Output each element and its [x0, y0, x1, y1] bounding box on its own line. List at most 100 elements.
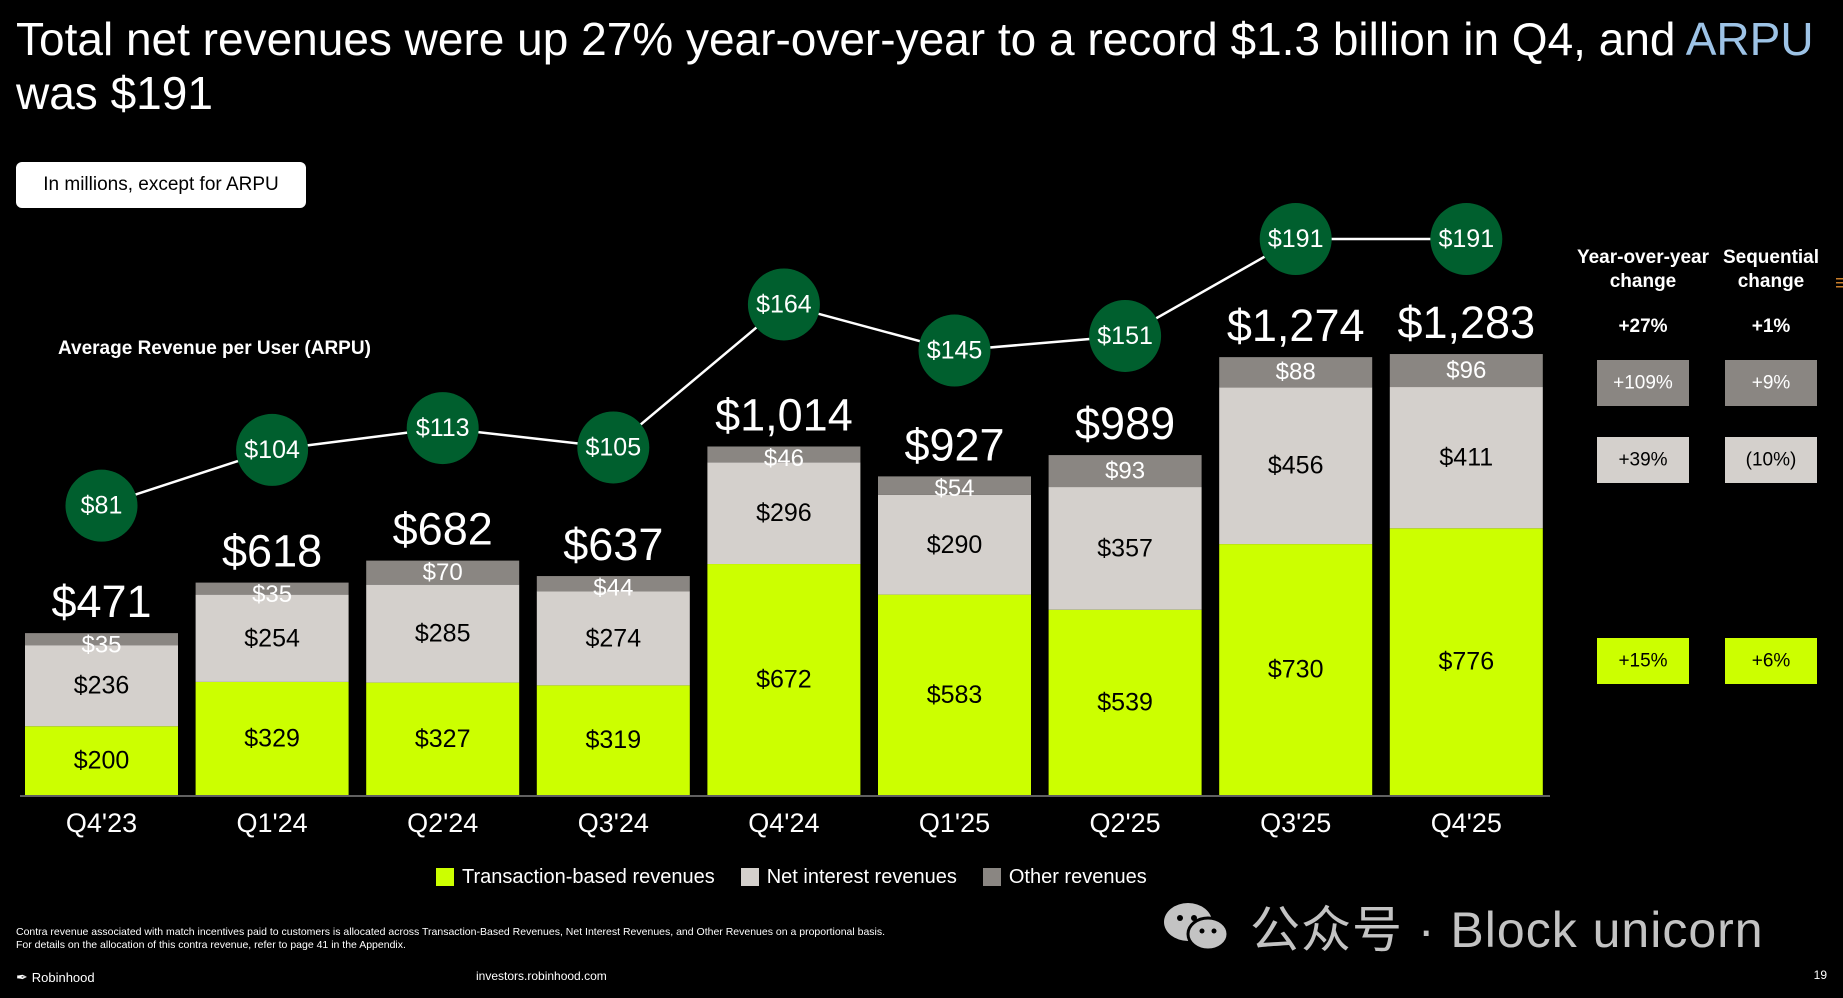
data-label-transaction: $672 — [756, 666, 812, 694]
bar-other — [1048, 455, 1202, 488]
footnote: Contra revenue associated with match inc… — [16, 926, 885, 952]
arpu-point — [918, 314, 991, 387]
bar-other — [366, 560, 520, 585]
bar-net_interest — [878, 494, 1031, 595]
data-label-other: $93 — [1105, 458, 1145, 485]
edge-marker-icon — [1836, 278, 1843, 288]
wechat-icon — [1164, 903, 1230, 952]
bar-transaction — [707, 564, 861, 795]
legend-swatch-net-interest — [740, 868, 759, 886]
bar-other — [25, 633, 178, 646]
x-tick-label: Q2'24 — [407, 808, 478, 838]
legend-item-other: Other revenues — [982, 865, 1147, 889]
chart-legend: Transaction-based revenues Net interest … — [436, 864, 1173, 890]
transaction-yoy-box — [1597, 638, 1689, 684]
arpu-label: $81 — [81, 492, 123, 520]
total-seq-change: +1% — [1752, 316, 1791, 337]
arpu-point — [747, 268, 820, 341]
feather-icon: ✒ — [16, 969, 28, 985]
net_interest-seq-box — [1725, 437, 1817, 483]
legend-item-net-interest: Net interest revenues — [740, 865, 957, 889]
yoy-header-line-2: change — [1610, 271, 1677, 292]
page-number: 19 — [1813, 968, 1827, 982]
total-label: $1,283 — [1397, 297, 1535, 348]
arpu-label: $191 — [1438, 225, 1494, 253]
legend-label-transaction: Transaction-based revenues — [462, 865, 715, 888]
arpu-label: $145 — [927, 337, 983, 365]
total-label: $989 — [1075, 398, 1175, 449]
data-label-net_interest: $274 — [585, 624, 641, 652]
other-yoy-change: +109% — [1613, 373, 1673, 394]
total-label: $1,274 — [1227, 300, 1365, 351]
x-tick-label: Q2'25 — [1089, 808, 1160, 838]
x-tick-label: Q4'23 — [66, 808, 137, 838]
x-tick-label: Q4'24 — [748, 808, 819, 838]
watermark-text: 公众号 · Block unicorn — [1250, 902, 1764, 958]
data-label-net_interest: $357 — [1097, 534, 1153, 562]
other-seq-change: +9% — [1752, 373, 1791, 394]
bar-other — [1219, 357, 1373, 388]
title-main: Total net revenues were up 27% year-over… — [16, 13, 1686, 65]
bar-transaction — [1219, 544, 1373, 795]
total-label: $618 — [222, 526, 322, 577]
data-label-transaction: $319 — [585, 726, 641, 754]
legend-label-other: Other revenues — [1008, 865, 1147, 888]
arpu-point — [1089, 299, 1162, 372]
net_interest-seq-change: (10%) — [1746, 450, 1797, 471]
seq-header-line-1: Sequential — [1723, 247, 1819, 268]
brand: ✒ Robinhood — [16, 969, 95, 986]
yoy-header-line-1: Year-over-year — [1577, 247, 1710, 268]
bar-other — [1389, 354, 1543, 388]
seq-header-line-2: change — [1738, 271, 1805, 292]
website-link[interactable]: investors.robinhood.com — [476, 969, 607, 983]
x-tick-label: Q1'24 — [236, 808, 307, 838]
bar-transaction — [366, 682, 520, 795]
transaction-seq-change: +6% — [1752, 651, 1791, 672]
data-label-transaction: $776 — [1438, 648, 1494, 676]
bar-net_interest — [1219, 387, 1373, 545]
bar-net_interest — [366, 584, 520, 683]
bar-other — [878, 476, 1031, 495]
arpu-point — [1430, 203, 1503, 276]
watermark: 公众号 · Block unicorn — [1160, 896, 1764, 958]
units-note: In millions, except for ARPU — [16, 162, 306, 208]
data-label-transaction: $730 — [1268, 656, 1324, 684]
other-seq-box — [1725, 360, 1817, 406]
legend-swatch-transaction — [436, 868, 454, 886]
brand-name: Robinhood — [31, 970, 95, 985]
data-label-net_interest: $456 — [1268, 452, 1324, 480]
arpu-label: $113 — [416, 414, 470, 442]
arpu-point — [577, 411, 650, 484]
data-label-other: $96 — [1446, 357, 1486, 384]
bar-net_interest — [25, 645, 178, 727]
data-label-net_interest: $290 — [927, 531, 983, 559]
total-label: $1,014 — [715, 389, 853, 440]
arpu-label: $105 — [585, 433, 641, 461]
data-label-other: $88 — [1276, 359, 1316, 386]
legend-label-net-interest: Net interest revenues — [766, 865, 957, 888]
other-yoy-box — [1597, 360, 1689, 406]
arpu-point — [1259, 203, 1332, 276]
bar-net_interest — [1389, 387, 1543, 529]
x-tick-label: Q3'25 — [1260, 808, 1331, 838]
data-label-other: $35 — [252, 581, 292, 608]
data-label-other: $54 — [934, 475, 974, 502]
arpu-axis-label: Average Revenue per User (ARPU) — [58, 338, 371, 359]
bar-transaction — [25, 726, 178, 795]
legend-item-transaction: Transaction-based revenues — [436, 866, 715, 889]
bar-transaction — [195, 681, 349, 795]
bar-other — [195, 582, 349, 595]
data-label-net_interest: $254 — [244, 624, 300, 652]
data-label-other: $35 — [81, 632, 121, 659]
arpu-label: $191 — [1268, 225, 1324, 253]
data-label-transaction: $200 — [74, 747, 130, 775]
data-label-net_interest: $296 — [756, 499, 812, 527]
x-tick-label: Q1'25 — [919, 808, 990, 838]
bar-net_interest — [707, 462, 861, 565]
net_interest-yoy-box — [1597, 437, 1689, 483]
total-label: $682 — [393, 504, 493, 555]
bar-other — [707, 446, 861, 463]
data-label-transaction: $329 — [244, 724, 300, 752]
net_interest-yoy-change: +39% — [1618, 450, 1667, 471]
